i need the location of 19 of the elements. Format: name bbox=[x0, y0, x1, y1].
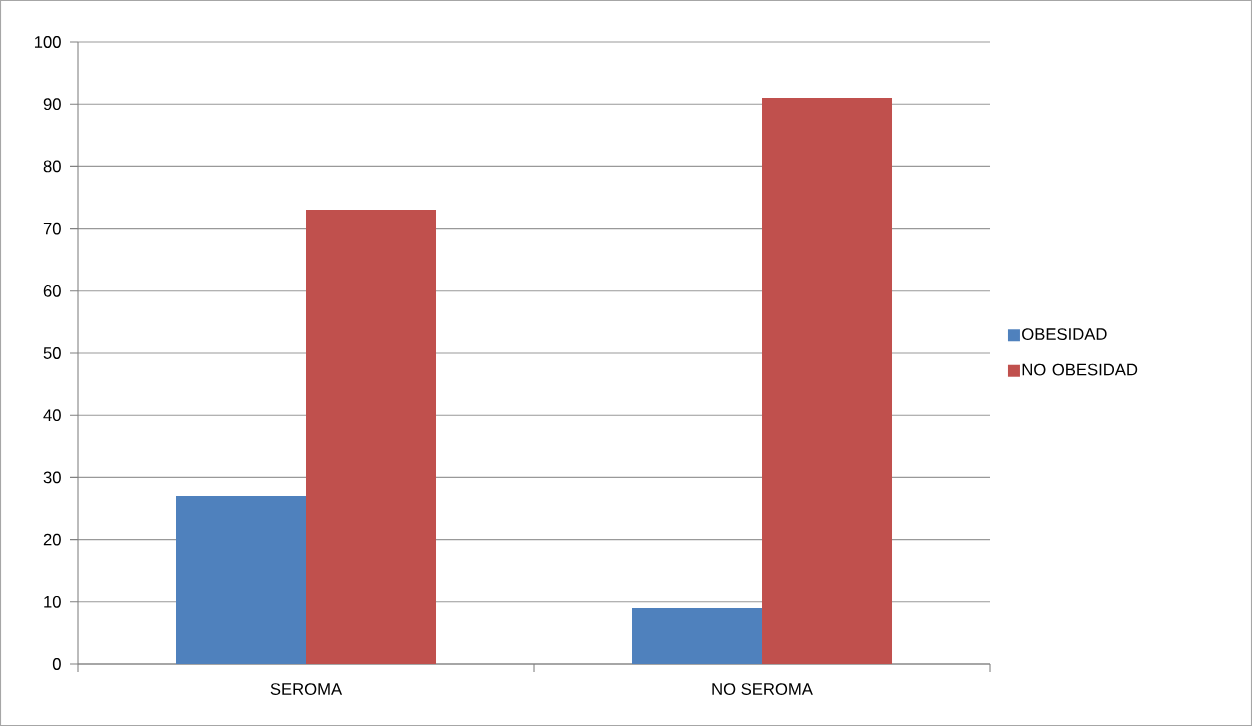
y-tick-label: 10 bbox=[44, 595, 61, 608]
y-tick-label: 60 bbox=[43, 284, 61, 297]
y-tick-label: 90 bbox=[43, 98, 61, 111]
y-tick-label: 100 bbox=[34, 36, 61, 48]
bar bbox=[762, 97, 893, 664]
bar bbox=[306, 209, 437, 664]
x-tick-label: SEROMA bbox=[270, 683, 343, 695]
legend-label: OBESIDAD bbox=[1022, 328, 1107, 340]
y-tick-label: 20 bbox=[43, 533, 61, 546]
bar bbox=[632, 608, 763, 664]
y-tick-label: 50 bbox=[43, 347, 61, 359]
x-tick-label: NO SEROMA bbox=[712, 683, 813, 695]
y-tick-label: 80 bbox=[43, 160, 61, 173]
y-tick-label: 30 bbox=[43, 471, 61, 484]
y-tick-label: 40 bbox=[43, 409, 61, 422]
legend-label: NO OBESIDAD bbox=[1022, 363, 1138, 376]
bar bbox=[176, 496, 307, 664]
y-tick-label: 70 bbox=[43, 222, 61, 235]
y-tick-label: 0 bbox=[52, 658, 61, 670]
